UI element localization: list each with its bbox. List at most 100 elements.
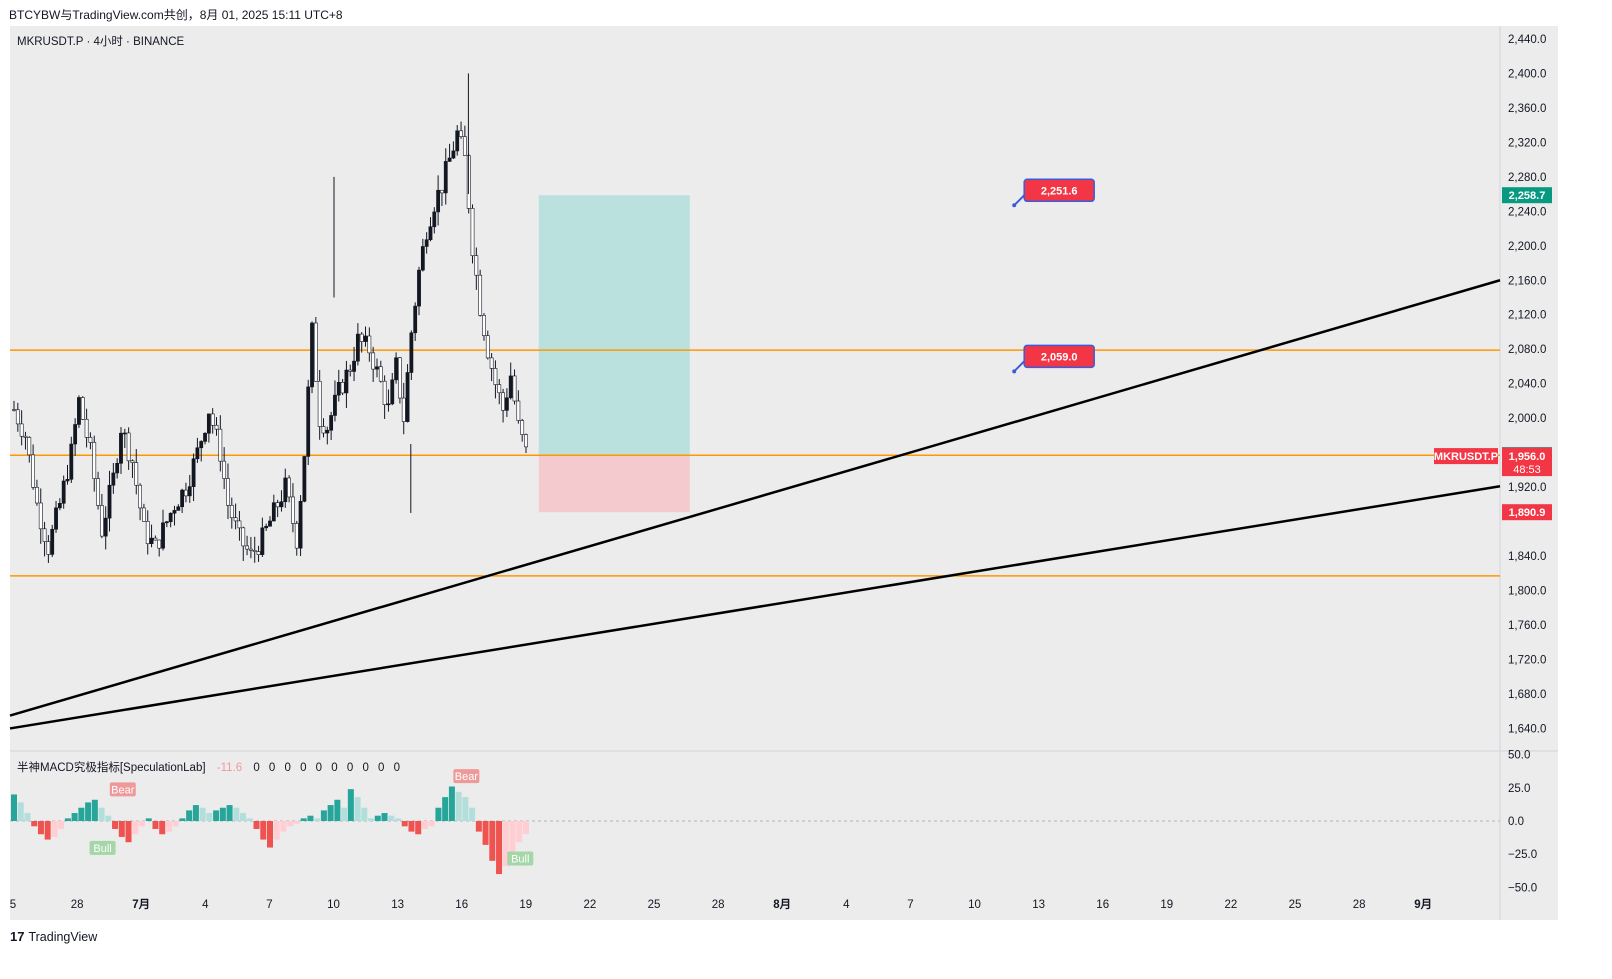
bear-candle [38,502,43,530]
bear-candle [371,352,376,370]
price-callout-label: 2,251.6 [1041,185,1078,197]
x-tick-label: 13 [1032,899,1045,911]
y-tick-label: 1,720.0 [1508,655,1546,667]
bear-candle [23,435,28,438]
macd-y-tick-label: 0.0 [1508,816,1524,828]
x-tick-label: 22 [584,899,597,911]
macd-histogram-bar [159,821,166,835]
macd-params: 0 0 0 0 0 0 0 0 0 0 [253,762,404,774]
bear-candle [241,527,246,547]
y-tick-label: 2,240.0 [1508,206,1546,218]
bull-candle [161,522,165,549]
macd-histogram-bar [78,807,85,821]
bull-divergence-tag [89,840,116,855]
y-tick-label: 2,000.0 [1508,413,1546,425]
x-tick-label: 10 [968,899,981,911]
bear-candle [401,397,406,422]
price-badge [1502,448,1552,477]
macd-histogram-bar [44,821,51,840]
bear-candle [145,521,150,545]
bull-candle [164,521,169,524]
callout-anchor-dot [1012,369,1017,374]
bull-candle [413,305,418,334]
bull-candle [73,424,78,445]
bear-candle [229,504,234,519]
bull-candle [172,510,177,514]
macd-histogram-bar [125,821,132,843]
chart-pane[interactable] [10,26,1558,920]
x-tick-label: 4 [843,899,850,911]
y-tick-label: 1,760.0 [1508,620,1546,632]
macd-legend[interactable]: 半神MACD究极指标[SpeculationLab] -11.6 0 0 0 0… [17,759,403,775]
macd-histogram-bar [98,807,105,821]
macd-histogram-bar [421,821,428,829]
macd-histogram-bar [118,821,125,837]
macd-histogram-bar [253,821,260,829]
bull-candle [122,432,127,435]
share-caption: BTCYBW与TradingView.com共创，8月 01, 2025 15:… [9,8,343,22]
macd-histogram-bar [192,805,199,821]
x-tick-label: 16 [1096,899,1109,911]
bear-candle [440,189,444,194]
bear-candle [134,462,139,486]
bear-candle [252,550,257,552]
macd-histogram-bar [37,821,44,835]
macd-histogram-bar [442,797,449,821]
macd-histogram-bar [17,802,24,821]
symbol-legend[interactable]: MKRUSDT.P · 4小时 · BINANCE [17,36,185,48]
bull-candle [451,150,456,159]
bear-candle [35,487,39,504]
bear-candle [19,423,24,437]
bull-candle [504,397,509,411]
price-badge-label: 2,258.7 [1509,190,1546,202]
macd-value: -11.6 [216,762,243,774]
macd-y-tick-label: −25.0 [1508,849,1537,861]
trendline [9,279,1501,717]
bear-candle [275,502,280,508]
bear-candle [214,424,219,430]
y-tick-label: 1,800.0 [1508,586,1546,598]
bull-candle [195,447,200,460]
bear-candle [126,432,131,462]
bear-candle [184,489,188,497]
macd-histogram-bar [516,821,523,843]
x-tick-label: 9月 [1414,898,1432,911]
x-tick-label: 8月 [773,898,791,911]
bear-candle [367,335,372,354]
x-tick-label: 7 [266,899,272,911]
bear-candle [287,477,292,498]
x-tick-label: 19 [519,899,532,911]
y-tick-label: 1,680.0 [1508,689,1546,701]
macd-histogram-bar [435,807,442,821]
divergence-tag-label: Bear [455,771,479,783]
x-tick-label: 19 [1160,899,1173,911]
bear-candle [218,428,223,462]
macd-histogram-bar [139,821,145,827]
bear-candle [478,274,483,316]
macd-histogram-bar [152,821,159,829]
macd-histogram-bar [523,821,529,835]
bear-candle [520,420,525,435]
bull-candle [363,335,368,342]
bear-candle [459,130,463,137]
price-badge-label: 1,956.0 [1509,451,1546,463]
bull-candle [199,441,204,449]
bull-candle [428,226,433,241]
x-tick-label: 25 [1289,899,1302,911]
macd-histogram-bar [475,821,482,832]
macd-histogram-bar [502,821,509,867]
macd-histogram-bar [31,821,38,827]
x-tick-label: 7 [907,899,913,911]
bear-candle [233,517,238,522]
macd-histogram-bar [354,797,361,821]
bull-candle [386,403,391,406]
macd-histogram-bar [496,821,503,875]
x-tick-label: 28 [712,899,725,911]
macd-histogram-bar [105,815,112,821]
bear-candle [348,369,353,372]
bull-candle [203,432,207,442]
macd-histogram-bar [246,818,253,821]
bull-candle [298,501,303,549]
bull-candle [336,382,341,396]
